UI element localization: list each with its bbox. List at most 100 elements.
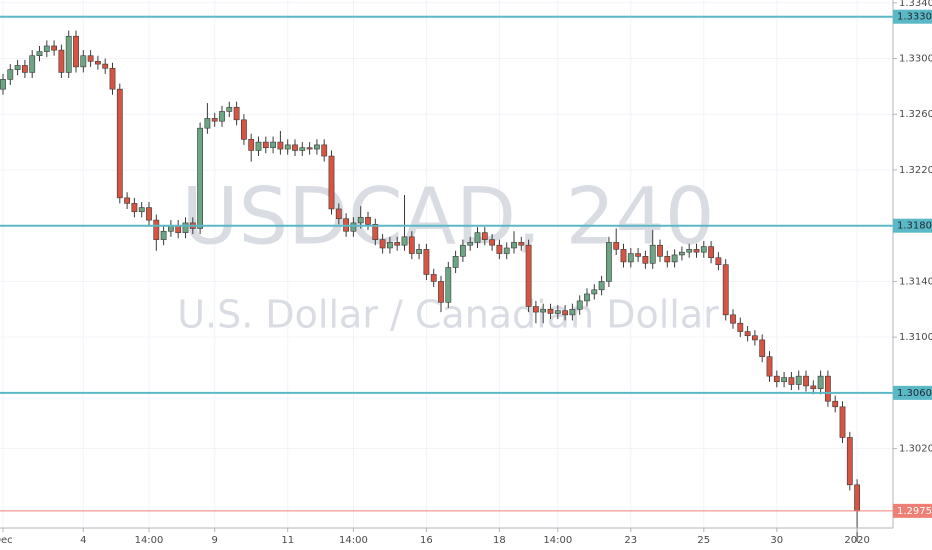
- candle-body: [715, 257, 722, 265]
- candle-body: [262, 141, 269, 148]
- candle-body: [21, 65, 28, 73]
- candle-body: [270, 141, 276, 148]
- candle-body: [452, 256, 459, 268]
- candle-body: [671, 254, 678, 263]
- level-label-box: [893, 385, 932, 400]
- x-tick-label: 2020: [844, 535, 869, 546]
- candle-body: [693, 249, 700, 253]
- candle-body: [598, 281, 605, 291]
- candle-body: [292, 144, 298, 151]
- candle-body: [817, 375, 824, 389]
- candle-body: [175, 225, 182, 233]
- candle-body: [379, 239, 386, 249]
- x-tick-label: Dec: [0, 535, 13, 546]
- candle-body: [678, 251, 685, 256]
- y-tick-label: 1.31000: [899, 332, 932, 343]
- candle-body: [788, 377, 795, 385]
- candle-body: [401, 236, 408, 246]
- candle-body: [29, 55, 36, 73]
- candle-body: [766, 356, 773, 377]
- candle-body: [737, 322, 744, 332]
- candle-body: [445, 267, 452, 303]
- x-tick-label: 16: [420, 535, 433, 546]
- candle-body: [109, 67, 116, 90]
- candle-body: [700, 246, 707, 253]
- candle-body: [554, 310, 561, 314]
- candle-body: [854, 484, 860, 512]
- candle-body: [430, 274, 437, 282]
- candles: [0, 15, 893, 542]
- candle-body: [14, 65, 21, 70]
- candle-body: [248, 139, 255, 151]
- candle-body: [795, 375, 802, 385]
- candle-body: [613, 242, 620, 250]
- candle-body: [116, 88, 123, 199]
- candle-body: [7, 69, 14, 80]
- candle-body: [503, 247, 510, 254]
- candle-body: [211, 118, 218, 122]
- candle-body: [277, 141, 284, 150]
- candle-body: [131, 203, 138, 213]
- y-tick-label: 1.33400: [899, 0, 932, 9]
- candle-body: [532, 306, 539, 313]
- candle-body: [386, 242, 393, 249]
- x-tick-label: 30: [770, 535, 783, 546]
- y-tick-label: 1.32600: [899, 109, 932, 120]
- candle-body: [36, 51, 43, 57]
- candle-body: [722, 264, 729, 316]
- candle-body: [584, 293, 590, 302]
- x-tick-label: 14:00: [135, 535, 164, 546]
- candle-body: [832, 400, 839, 408]
- y-tick-label: 1.31400: [899, 276, 932, 287]
- candle-body: [562, 310, 568, 316]
- candle-body: [182, 222, 189, 233]
- x-tick-label: 18: [493, 535, 506, 546]
- candle-body: [423, 249, 430, 275]
- candle-body: [306, 147, 313, 150]
- candle-body: [0, 79, 6, 90]
- candle-body: [335, 208, 342, 220]
- last-price-label: 1.29753: [897, 506, 932, 517]
- candle-body: [525, 244, 532, 307]
- candle-body: [394, 242, 401, 246]
- candle-body: [146, 207, 152, 221]
- candle-body: [810, 385, 817, 389]
- candle-body: [576, 300, 583, 310]
- candle-body: [138, 207, 145, 213]
- candle-body: [474, 232, 481, 243]
- candle-body: [321, 144, 328, 157]
- candle-body: [372, 223, 379, 240]
- candle-body: [686, 249, 693, 253]
- x-tick-label: 25: [697, 535, 710, 546]
- level-label: 1.31800: [897, 221, 932, 232]
- candle-body: [160, 230, 167, 240]
- y-tick-label: 1.30200: [899, 444, 932, 455]
- x-tick-label: 4: [80, 535, 86, 546]
- candle-body: [219, 111, 225, 122]
- x-tick-label: 14:00: [339, 535, 368, 546]
- candle-body: [328, 155, 335, 210]
- candle-body: [846, 437, 853, 486]
- candle-body: [299, 147, 306, 151]
- candle-body: [87, 55, 94, 62]
- level-label: 1.33300: [897, 12, 932, 23]
- x-tick-label: 11: [281, 535, 294, 546]
- level-label-box: [893, 218, 932, 233]
- candle-body: [635, 253, 641, 257]
- candle-body: [649, 244, 656, 264]
- candle-body: [569, 308, 576, 316]
- candle-body: [803, 375, 809, 387]
- candle-body: [627, 253, 634, 263]
- candle-body: [481, 232, 488, 240]
- candle-body: [730, 314, 736, 324]
- candle-body: [416, 249, 422, 254]
- candle-body: [591, 289, 598, 295]
- candle-body: [759, 339, 766, 357]
- candle-body: [102, 63, 109, 69]
- candle-body: [43, 45, 50, 52]
- candle-body: [95, 60, 101, 65]
- x-tick-label: 23: [624, 535, 637, 546]
- candle-body: [204, 118, 211, 129]
